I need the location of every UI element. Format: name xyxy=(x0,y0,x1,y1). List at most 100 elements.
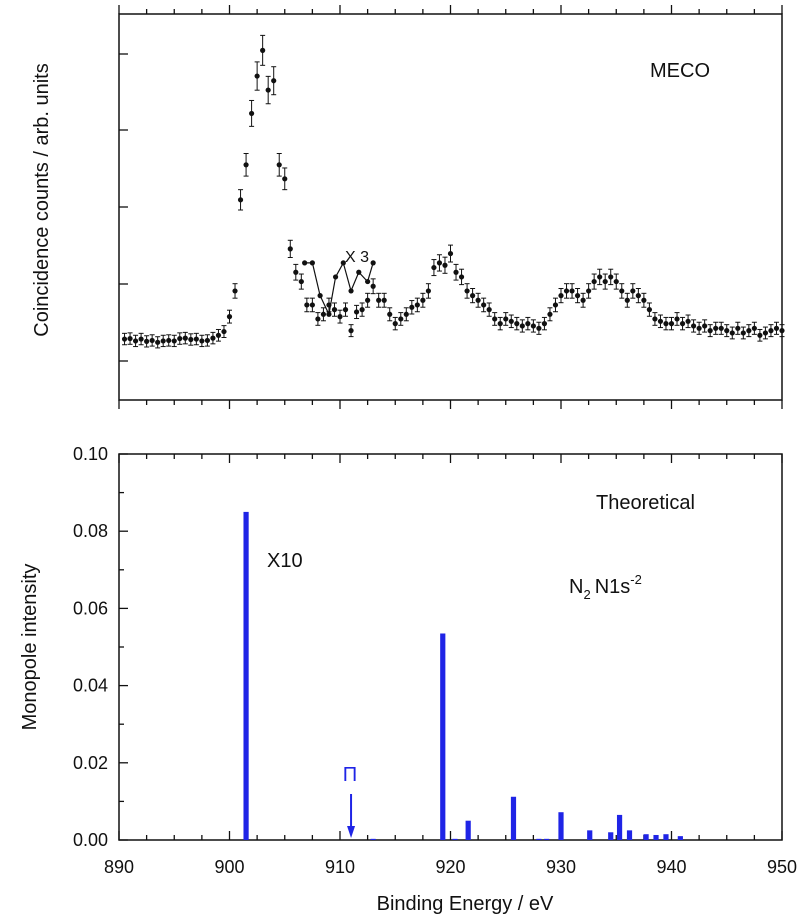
theory-y-ticks: 0.00 0.02 0.04 0.06 0.08 0.10 xyxy=(73,444,128,850)
meco-data-point xyxy=(282,176,288,182)
theory-stick xyxy=(663,834,669,840)
meco-data-point xyxy=(298,278,304,285)
theory-stick xyxy=(536,838,542,840)
meco-data-point xyxy=(365,297,371,303)
meco-data-point xyxy=(320,311,327,317)
x3-inset-line xyxy=(302,260,376,317)
x3-inset-point xyxy=(317,293,323,299)
x3-inset-point xyxy=(326,311,332,317)
meco-data-point xyxy=(226,314,233,320)
meco-data-point xyxy=(398,316,404,322)
x3-inset-trace xyxy=(304,261,374,317)
meco-data-point xyxy=(536,325,542,331)
y-tick-label: 0.06 xyxy=(73,598,108,618)
meco-data-point xyxy=(166,337,172,344)
x3-inset-point xyxy=(340,260,346,266)
meco-data-point xyxy=(740,330,746,336)
meco-data-point xyxy=(387,311,393,317)
meco-data-point xyxy=(547,311,553,317)
theory-stick xyxy=(440,633,446,840)
theory-stick xyxy=(643,834,649,840)
x3-inset-point xyxy=(348,288,354,294)
meco-data-point xyxy=(359,307,365,313)
meco-data-point xyxy=(171,338,177,344)
meco-data-point xyxy=(580,297,586,303)
x-tick-label: 940 xyxy=(656,857,686,877)
meco-data-point xyxy=(663,321,669,327)
meco-data-point xyxy=(481,302,487,308)
meco-label: MECO xyxy=(650,60,710,82)
x-tick-label: 890 xyxy=(104,857,134,877)
theory-stick xyxy=(558,812,564,840)
meco-data-point xyxy=(144,338,150,344)
meco-data-point xyxy=(370,283,376,289)
meco-data-point xyxy=(718,325,724,331)
species-n: N xyxy=(569,576,583,598)
meco-data-point xyxy=(464,288,470,294)
meco-data-point xyxy=(630,288,636,294)
meco-data-point xyxy=(574,293,581,299)
meco-data-point xyxy=(619,288,625,294)
x10-scale-label: X10 xyxy=(267,550,303,572)
meco-data-point xyxy=(425,288,431,294)
meco-data-point xyxy=(381,297,387,303)
meco-x-ticks xyxy=(118,5,783,409)
meco-data-point xyxy=(431,264,437,271)
meco-data-point xyxy=(768,328,774,334)
meco-data-point xyxy=(657,318,664,324)
theory-stick xyxy=(587,830,593,840)
meco-data-point xyxy=(779,328,785,334)
x3-inset-point xyxy=(309,260,315,266)
theory-x-ticks: 890 900 910 920 930 940 950 xyxy=(104,454,797,877)
meco-data-point xyxy=(138,336,144,342)
meco-data-point xyxy=(608,274,614,280)
meco-data-point xyxy=(757,332,763,338)
meco-data-point xyxy=(641,297,647,303)
meco-data-point xyxy=(315,316,321,322)
meco-data-point xyxy=(287,246,293,252)
meco-data-point xyxy=(486,307,492,313)
meco-data-point xyxy=(155,339,161,345)
meco-data-point xyxy=(210,335,216,341)
meco-data-point xyxy=(624,297,630,303)
meco-data-point xyxy=(668,321,675,327)
meco-data-point xyxy=(470,293,476,299)
x-tick-label: 900 xyxy=(214,857,244,877)
meco-data-point xyxy=(679,321,686,327)
meco-data-point xyxy=(309,302,315,308)
y-tick-label: 0.02 xyxy=(73,753,108,773)
meco-data-point xyxy=(160,338,166,344)
meco-data-point xyxy=(674,316,680,322)
theory-stick xyxy=(452,838,458,840)
meco-data-point xyxy=(530,323,536,329)
core-hole-label: N1s xyxy=(595,576,631,598)
meco-data-point xyxy=(475,297,481,303)
meco-data-point xyxy=(646,307,653,313)
theory-stick xyxy=(510,796,517,840)
meco-data-point xyxy=(519,323,525,329)
pi-arrow-head xyxy=(347,826,356,838)
meco-data-point xyxy=(276,162,282,168)
meco-data-point xyxy=(221,328,227,335)
meco-data-point xyxy=(132,338,139,344)
x3-inset-point xyxy=(302,260,308,266)
x-tick-label: 910 xyxy=(325,857,355,877)
meco-data-point xyxy=(353,309,360,315)
pi-state-label: Π xyxy=(343,764,357,786)
meco-data-point xyxy=(337,314,343,320)
meco-data-point xyxy=(348,328,354,334)
meco-data-point xyxy=(458,274,465,280)
meco-data-point xyxy=(304,302,310,308)
meco-data-point xyxy=(702,323,708,329)
meco-y-ticks xyxy=(119,53,128,362)
theory-stick xyxy=(653,834,659,840)
species-label: N2 N1s-2 xyxy=(569,572,642,602)
x-tick-label: 930 xyxy=(546,857,576,877)
meco-data-point xyxy=(492,316,498,322)
meco-data-point xyxy=(204,337,210,344)
theory-sticks xyxy=(243,511,683,840)
y-tick-label: 0.10 xyxy=(73,444,108,464)
meco-data-point xyxy=(127,335,133,342)
pi-state-arrow xyxy=(347,794,356,838)
